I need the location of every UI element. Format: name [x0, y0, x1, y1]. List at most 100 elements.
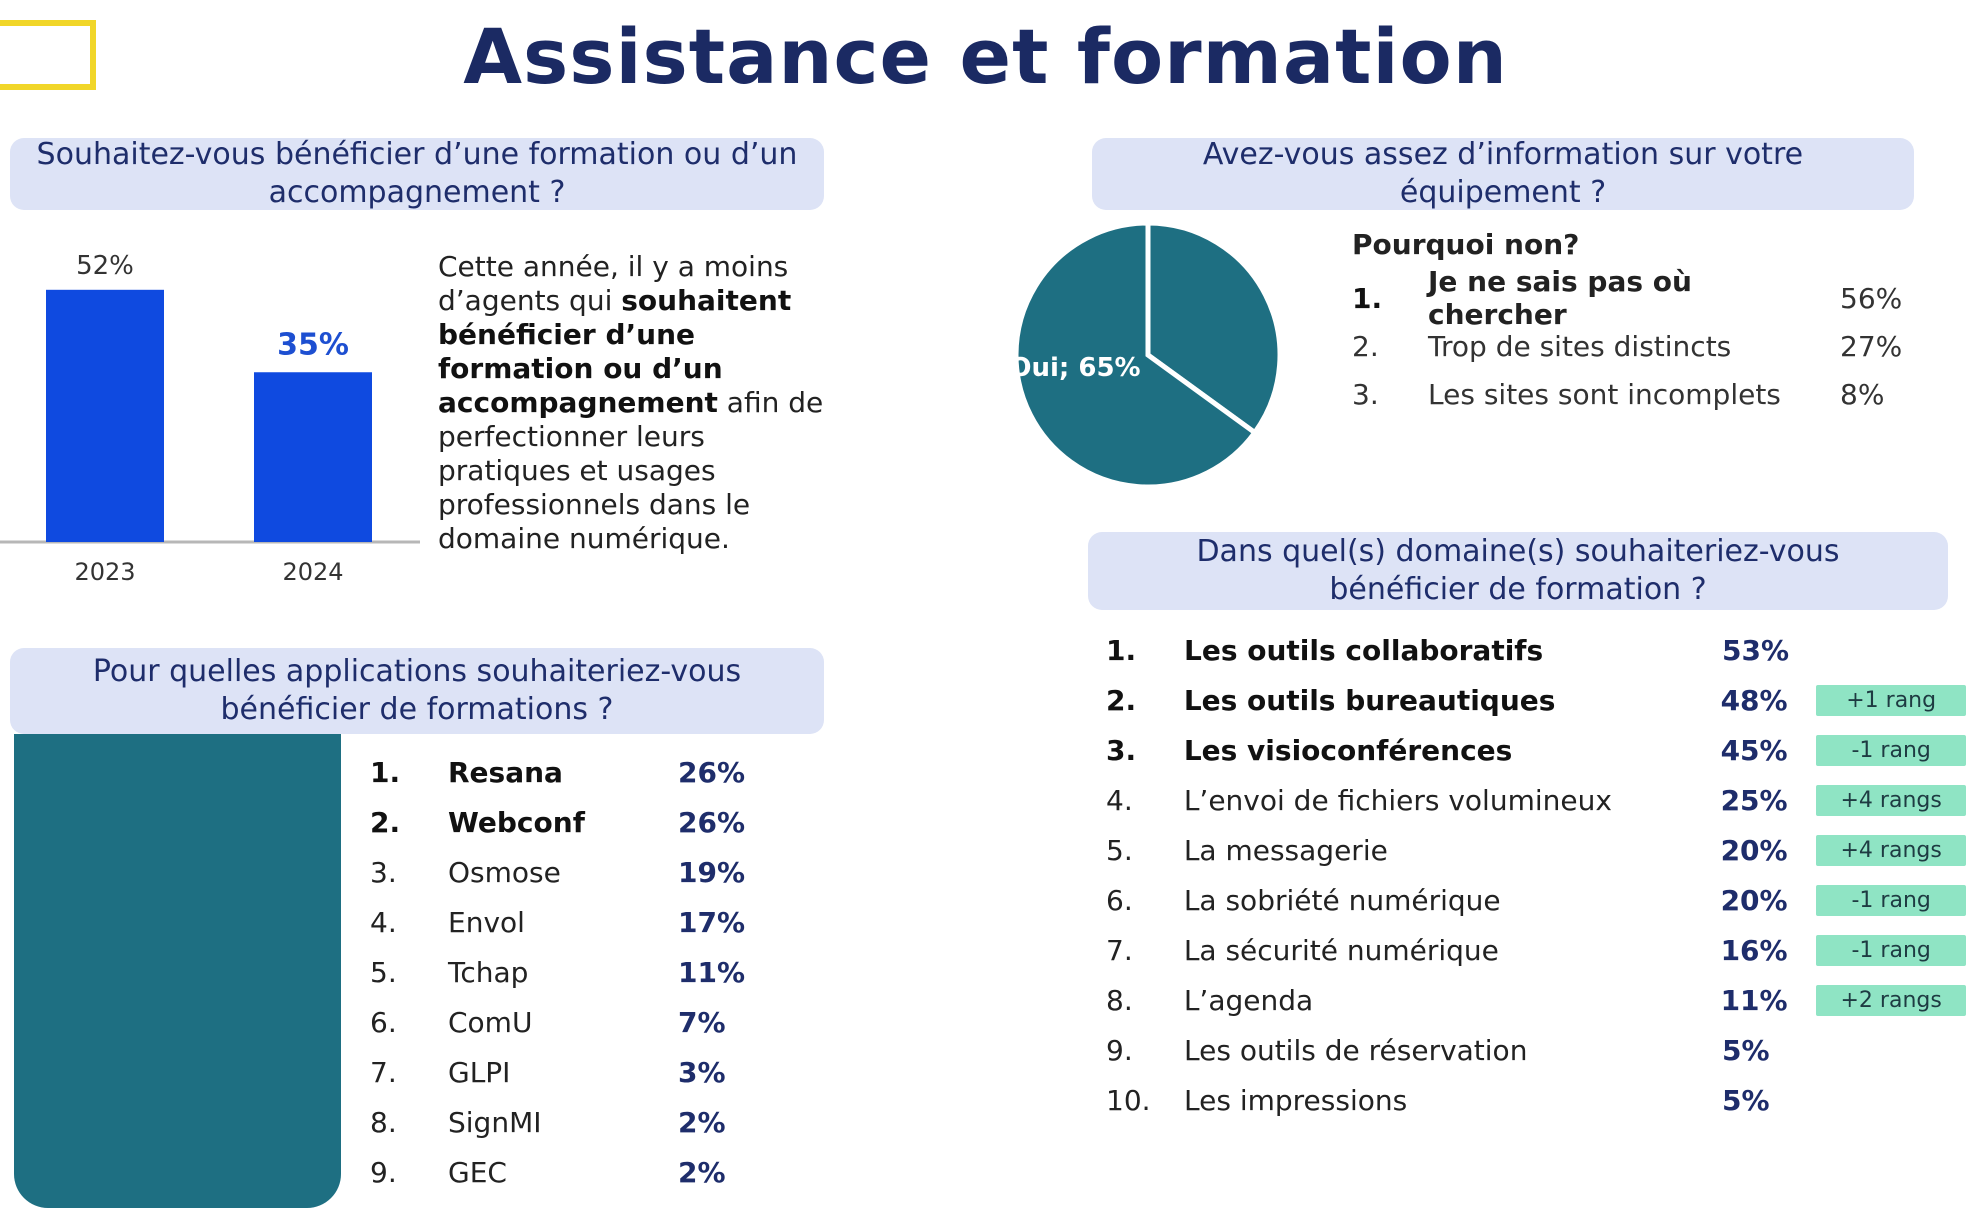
- bar-chart: 52% 2023 35% 2024: [0, 251, 420, 586]
- question-domains-text: Dans quel(s) domaine(s) souhaiteriez-vou…: [1196, 534, 1840, 607]
- domain-item: 8. L’agenda 11% +2 rangs: [1106, 975, 1966, 1025]
- application-item: 3. Osmose 19%: [370, 847, 770, 897]
- item-percent: 20%: [1720, 833, 1788, 867]
- item-label: L’envoi de fichiers volumineux: [1183, 783, 1612, 817]
- item-rank: 4.: [1106, 783, 1133, 817]
- application-item: 5. Tchap 11%: [370, 947, 770, 997]
- item-percent: 2%: [678, 1105, 726, 1139]
- item-rank: 2.: [370, 805, 401, 839]
- item-label: GEC: [448, 1155, 507, 1189]
- item-percent: 3%: [678, 1055, 726, 1089]
- bar-value-label: 52%: [76, 251, 134, 281]
- question-training-wish-text: Souhaitez-vous bénéficier d’une formatio…: [36, 137, 798, 210]
- item-percent: 48%: [1720, 683, 1788, 717]
- why-not-item: 2. Trop de sites distincts 27%: [1352, 322, 1932, 370]
- item-rank: 6.: [1106, 883, 1133, 917]
- item-label: Les outils de réservation: [1184, 1033, 1528, 1067]
- item-percent: 53%: [1722, 633, 1790, 667]
- item-percent: 56%: [1840, 281, 1903, 315]
- item-label: Les impressions: [1184, 1083, 1408, 1117]
- application-item: 8. SignMI 2%: [370, 1097, 770, 1147]
- bar-2023: [46, 289, 164, 542]
- item-percent: 8%: [1840, 377, 1885, 411]
- why-not-item: 3. Les sites sont incomplets 8%: [1352, 370, 1932, 418]
- item-label: Envol: [448, 905, 525, 939]
- rank-change-badge: -1 rang: [1816, 884, 1966, 916]
- item-rank: 3.: [1352, 377, 1379, 411]
- item-label: Tchap: [448, 955, 529, 989]
- bar-value-label: 35%: [277, 327, 349, 362]
- item-rank: 7.: [1106, 933, 1133, 967]
- domain-item: 9. Les outils de réservation 5%: [1106, 1025, 1966, 1075]
- item-rank: 2.: [1352, 329, 1379, 363]
- item-percent: 27%: [1840, 329, 1903, 363]
- summary-text-part: Cette année, il y a moins d’agents qui: [438, 250, 789, 317]
- item-rank: 4.: [370, 905, 397, 939]
- rank-change-badge: +4 rangs: [1816, 784, 1966, 816]
- item-percent: 5%: [1722, 1083, 1770, 1117]
- item-percent: 45%: [1720, 733, 1788, 767]
- domain-item: 10. Les impressions 5%: [1106, 1075, 1966, 1125]
- domains-list: 1. Les outils collaboratifs 53% 2. Les outil…: [1106, 625, 1966, 1125]
- item-label: L’agenda: [1183, 983, 1314, 1017]
- application-item: 7. GLPI 3%: [370, 1047, 770, 1097]
- item-rank: 7.: [370, 1055, 397, 1089]
- item-rank: 8.: [1106, 983, 1133, 1017]
- application-item: 2. Webconf 26%: [370, 797, 770, 847]
- item-rank: 10.: [1106, 1083, 1151, 1117]
- domain-item: 3. Les visioconférences 45% -1 rang: [1106, 725, 1966, 775]
- domain-item: 7. La sécurité numérique 16% -1 rang: [1106, 925, 1966, 975]
- item-percent: 11%: [1720, 983, 1788, 1017]
- item-rank: 3.: [370, 855, 397, 889]
- bar-category-label: 2023: [74, 558, 135, 586]
- why-not-item: 1. Je ne sais pas où chercher 56%: [1352, 265, 1932, 331]
- applications-list: 1. Resana 26% 2. Webconf 26% 3. Osmose 19% 4. Envo…: [370, 747, 770, 1197]
- item-percent: 26%: [678, 755, 746, 789]
- item-label: GLPI: [448, 1055, 511, 1089]
- item-rank: 5.: [370, 955, 397, 989]
- bar-2024: [254, 372, 372, 542]
- question-equipment-info-text: Avez-vous assez d’information sur votre …: [1202, 137, 1804, 210]
- item-label: La sécurité numérique: [1183, 933, 1499, 967]
- item-label: Les visioconférences: [1183, 733, 1513, 767]
- item-percent: 25%: [1720, 783, 1788, 817]
- application-item: 6. ComU 7%: [370, 997, 770, 1047]
- item-percent: 19%: [678, 855, 746, 889]
- pie-slice-oui: [1013, 220, 1259, 490]
- why-not-title: Pourquoi non?: [1352, 228, 1580, 261]
- item-rank: 8.: [370, 1105, 397, 1139]
- item-label: Les outils bureautiques: [1183, 683, 1556, 717]
- domain-item: 4. L’envoi de fichiers volumineux 25% +4 ra…: [1106, 775, 1966, 825]
- question-training-wish: Souhaitez-vous bénéficier d’une formatio…: [10, 137, 824, 210]
- rank-change-badge: +1 rang: [1816, 684, 1966, 716]
- item-percent: 17%: [678, 905, 746, 939]
- domain-item: 5. La messagerie 20% +4 rangs: [1106, 825, 1966, 875]
- item-label: SignMI: [448, 1105, 542, 1139]
- item-label: Webconf: [448, 805, 585, 839]
- pie-label-oui: Oui; 65%: [1009, 353, 1140, 383]
- domain-item: 6. La sobriété numérique 20% -1 rang: [1106, 875, 1966, 925]
- item-label: ComU: [448, 1005, 533, 1039]
- item-label: Resana: [448, 755, 563, 789]
- pie-chart: Non;35%Oui; 65%: [1009, 220, 1283, 490]
- item-rank: 1.: [1352, 281, 1383, 315]
- domain-item: 2. Les outils bureautiques 48% +1 rang: [1106, 675, 1966, 725]
- item-rank: 9.: [370, 1155, 397, 1189]
- question-equipment-info: Avez-vous assez d’information sur votre …: [1092, 137, 1914, 210]
- pie-slice-non: [1145, 220, 1283, 437]
- item-label: Les sites sont incomplets: [1428, 377, 1781, 411]
- item-label: Les outils collaboratifs: [1184, 633, 1544, 667]
- question-domains: Dans quel(s) domaine(s) souhaiteriez-vou…: [1088, 532, 1948, 610]
- item-label: Je ne sais pas où chercher: [1428, 265, 1692, 331]
- item-percent: 2%: [678, 1155, 726, 1189]
- item-rank: 3.: [1106, 733, 1137, 767]
- summary-text-part: souhaitent bénéficier d’une formation ou…: [438, 284, 792, 419]
- application-item: 4. Envol 17%: [370, 897, 770, 947]
- decorative-frame: [0, 20, 96, 90]
- question-applications-text: Pour quelles applications souhaiteriez-v…: [92, 654, 742, 727]
- training-summary-text: Cette année, il y a moins d’agents qui s…: [438, 250, 830, 556]
- item-rank: 6.: [370, 1005, 397, 1039]
- summary-text-part: afin de perfectionner leurs pratiques et…: [438, 386, 824, 555]
- item-rank: 1.: [370, 755, 401, 789]
- item-rank: 9.: [1106, 1033, 1133, 1067]
